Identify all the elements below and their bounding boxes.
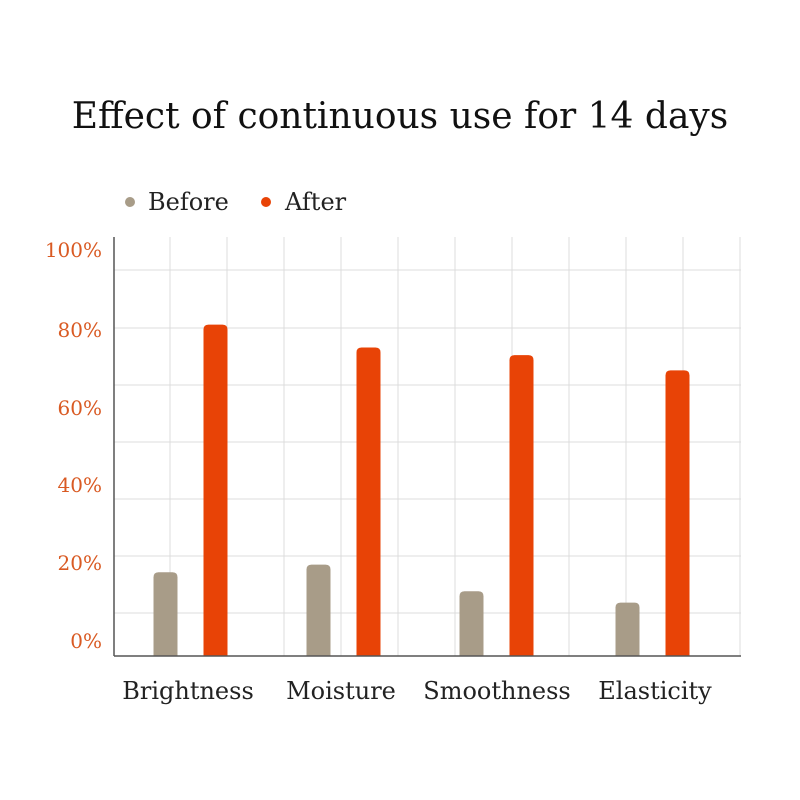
y-tick-label: 80% [58, 318, 102, 342]
bar-before-elasticity [615, 602, 640, 656]
legend-label-after: After [284, 188, 347, 216]
y-tick-label: 20% [58, 551, 102, 575]
bar-after-moisture [356, 347, 381, 656]
y-tick-label: 0% [70, 629, 102, 653]
bar-after-smoothness [509, 355, 534, 656]
x-category-label: Elasticity [598, 677, 712, 705]
y-tick-label: 100% [45, 238, 102, 262]
bar-before-moisture [306, 564, 331, 656]
bar-before-brightness [153, 572, 178, 656]
legend: Before After [125, 188, 347, 216]
bar-after-brightness [203, 324, 228, 656]
bar-before-smoothness [459, 591, 484, 656]
y-axis-ticks: 0% 20% 40% 60% 80% 100% [45, 238, 102, 653]
x-axis-categories: Brightness Moisture Smoothness Elasticit… [122, 677, 712, 705]
x-category-label: Moisture [286, 677, 396, 705]
legend-marker-after [261, 197, 271, 207]
legend-marker-before [125, 197, 135, 207]
legend-label-before: Before [148, 188, 229, 216]
x-category-label: Smoothness [423, 677, 571, 705]
bars [153, 324, 690, 656]
y-tick-label: 40% [58, 473, 102, 497]
chart-title: Effect of continuous use for 14 days [72, 96, 728, 137]
x-category-label: Brightness [122, 677, 254, 705]
bar-after-elasticity [665, 370, 690, 656]
axes [113, 237, 741, 657]
y-tick-label: 60% [58, 396, 102, 420]
